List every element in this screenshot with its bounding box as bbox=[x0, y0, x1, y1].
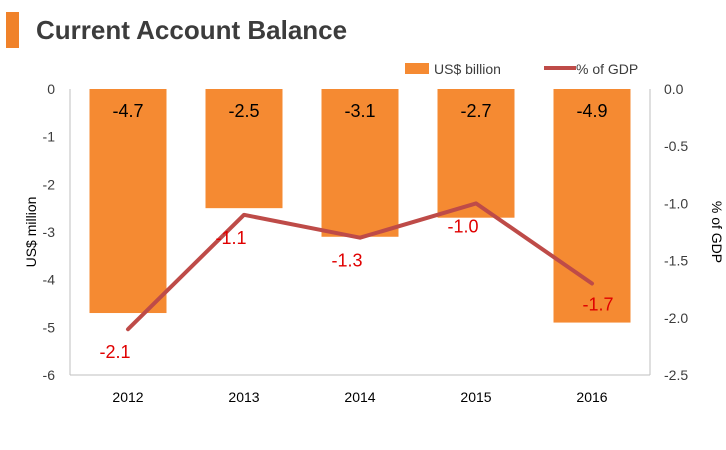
chart-title: Current Account Balance bbox=[36, 15, 348, 45]
bar bbox=[437, 89, 515, 218]
line-data-label: -2.1 bbox=[99, 342, 130, 362]
line-data-label: -1.1 bbox=[215, 228, 246, 248]
y2-axis-label: % of GDP bbox=[709, 201, 725, 263]
y2-tick-label: -1.0 bbox=[664, 195, 688, 211]
y-tick-label: -4 bbox=[43, 272, 56, 288]
y-tick-label: -1 bbox=[43, 129, 56, 145]
x-tick-label: 2016 bbox=[576, 389, 607, 405]
x-tick-label: 2014 bbox=[344, 389, 375, 405]
y-axis-label: US$ million bbox=[23, 197, 39, 268]
gdp-line bbox=[126, 201, 594, 332]
y-tick-label: -2 bbox=[43, 176, 56, 192]
line-data-label: -1.3 bbox=[331, 251, 362, 271]
legend-bar-label: US$ billion bbox=[434, 61, 501, 77]
title-accent-bar bbox=[6, 12, 19, 48]
y-tick-label: -6 bbox=[43, 367, 56, 383]
y2-tick-label: -1.5 bbox=[664, 253, 688, 269]
x-tick-label: 2013 bbox=[228, 389, 259, 405]
y2-tick-label: -2.5 bbox=[664, 367, 688, 383]
y2-tick-label: 0.0 bbox=[664, 81, 684, 97]
y2-tick-label: -0.5 bbox=[664, 138, 688, 154]
bar bbox=[205, 89, 283, 209]
bar bbox=[321, 89, 399, 237]
bar-data-label: -2.7 bbox=[460, 101, 491, 121]
bar-data-label: -2.5 bbox=[228, 101, 259, 121]
x-tick-label: 2015 bbox=[460, 389, 491, 405]
bar-data-label: -3.1 bbox=[344, 101, 375, 121]
y-tick-label: 0 bbox=[47, 81, 55, 97]
x-tick-label: 2012 bbox=[112, 389, 143, 405]
bar-data-label: -4.9 bbox=[576, 101, 607, 121]
bar bbox=[89, 89, 167, 314]
y-tick-label: -5 bbox=[43, 319, 56, 335]
legend-bar-swatch bbox=[405, 63, 429, 74]
y2-tick-label: -2.0 bbox=[664, 310, 688, 326]
line-data-label: -1.0 bbox=[447, 216, 478, 236]
bar bbox=[553, 89, 631, 323]
bar-data-label: -4.7 bbox=[112, 101, 143, 121]
y-tick-label: -3 bbox=[43, 224, 56, 240]
legend-line-label: % of GDP bbox=[576, 61, 638, 77]
line-data-label: -1.7 bbox=[582, 294, 613, 314]
